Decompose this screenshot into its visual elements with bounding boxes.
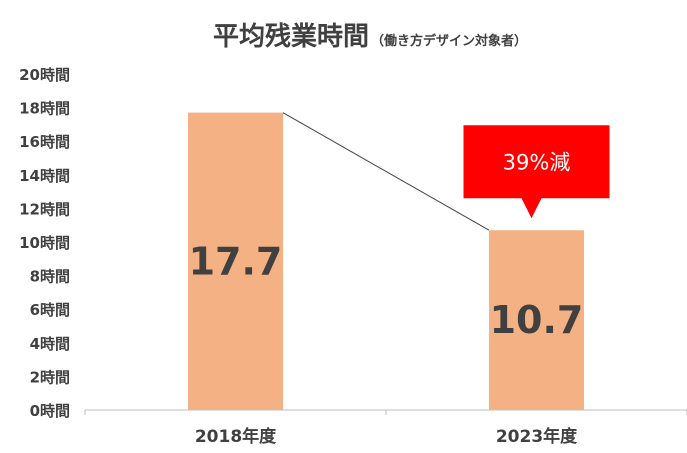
chart-title-main: 平均残業時間: [213, 22, 369, 52]
data-label: 17.7: [189, 239, 283, 283]
callout-box: [463, 125, 610, 219]
y-tick-label: 16時間: [19, 133, 70, 151]
y-tick-label: 0時間: [30, 402, 70, 420]
x-tick-label: 2023年度: [496, 426, 578, 447]
y-tick-label: 12時間: [19, 200, 70, 218]
y-tick-label: 14時間: [19, 167, 70, 185]
bars-layer: [188, 112, 584, 410]
bar: [489, 230, 584, 410]
x-axis-tick-labels: 2018年度 2023年度: [84, 410, 687, 447]
data-label: 10.7: [490, 298, 584, 342]
data-labels: 17.7 10.7: [189, 239, 584, 342]
y-tick-label: 8時間: [30, 268, 70, 286]
x-tick-label: 2018年度: [195, 426, 277, 447]
y-tick-label: 2時間: [30, 368, 70, 386]
y-tick-label: 4時間: [30, 335, 70, 353]
y-axis-tick-labels: 0時間 2時間 4時間 6時間 8時間 10時間 12時間 14時間 16時間 18時間 20時間: [19, 66, 70, 420]
y-tick-label: 18時間: [19, 100, 70, 118]
y-tick-label: 20時間: [19, 66, 70, 84]
callout-label: 39%減: [503, 151, 571, 175]
y-tick-label: 6時間: [30, 301, 70, 319]
callout-annotation: 39%減: [463, 125, 610, 219]
connector-line: [282, 112, 490, 231]
bar: [188, 112, 283, 410]
connector-layer: [282, 112, 490, 231]
chart-subtitle: （働き方デザイン対象者）: [371, 33, 527, 49]
chart-title: 平均残業時間 （働き方デザイン対象者）: [213, 22, 527, 52]
y-tick-label: 10時間: [19, 234, 70, 252]
